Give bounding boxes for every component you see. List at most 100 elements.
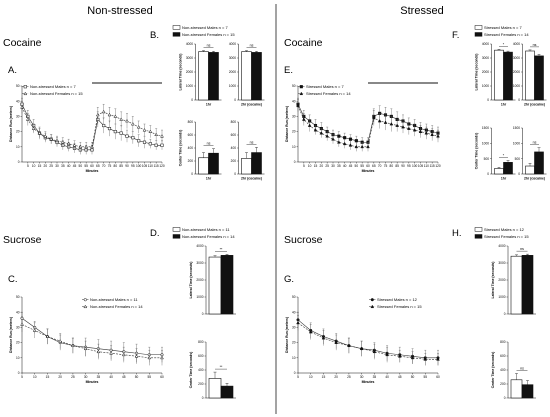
legend-g-female: Stressed Females n = 15	[377, 304, 422, 309]
panel-letter-d: D.	[150, 228, 160, 239]
bar-chart-F-top: 0 1000 2000 3000 4000 Lateral Time (seconds) *…	[474, 25, 547, 107]
significance-label: ns	[533, 43, 537, 47]
data-point	[348, 137, 353, 141]
panel-letter-a: A.	[8, 65, 17, 76]
data-point	[71, 343, 75, 347]
x-tick-label: 60	[160, 375, 164, 379]
bar-male	[241, 51, 252, 101]
x-tick-label: 60	[90, 164, 94, 168]
x-tick-label: 50	[135, 375, 139, 379]
data-point	[359, 346, 364, 351]
legend-swatch	[474, 32, 483, 37]
x-tick-label: 35	[97, 375, 101, 379]
legend-c-female: Non-stressed Females n = 14	[90, 304, 143, 309]
y-tick-label: 0	[518, 98, 520, 102]
y-tick-label: 30	[292, 115, 296, 119]
data-point	[113, 130, 117, 134]
y-tick-label: 30	[16, 115, 20, 119]
legend-f-male: Stressed Males n = 7	[484, 25, 522, 30]
series-line	[297, 104, 439, 143]
series-line	[297, 319, 438, 359]
x-tick-label: 105	[142, 164, 148, 168]
bar-male	[494, 168, 504, 175]
y-tick-label: 10	[16, 356, 20, 360]
data-point	[142, 128, 147, 132]
x-tick-label: 25	[325, 164, 329, 168]
x-tick-label: 20	[320, 164, 324, 168]
drug-title-ns-sucrose: Sucrose	[3, 234, 42, 246]
legend-h-female: Stressed Females n = 15	[484, 234, 529, 239]
y-tick-label: 50	[292, 84, 296, 88]
panel-letter-c: C.	[8, 274, 18, 285]
x-category-label: 1hr	[206, 103, 212, 107]
y-tick-label: 3000	[482, 56, 489, 60]
y-axis-label: Distance Run (meters)	[285, 317, 289, 353]
data-point	[307, 123, 312, 127]
x-tick-label: 55	[423, 375, 427, 379]
bar-female	[521, 384, 534, 399]
data-point	[45, 334, 50, 338]
y-tick-label: 20	[16, 130, 20, 134]
y-tick-label: 800	[188, 120, 194, 124]
x-tick-label: 65	[372, 164, 376, 168]
data-point	[360, 144, 365, 149]
bar-female	[251, 152, 262, 175]
data-point	[66, 141, 71, 146]
legend-marker	[299, 85, 303, 89]
data-point	[406, 126, 411, 130]
series-line	[297, 322, 438, 360]
x-tick-label: 5	[297, 375, 299, 379]
data-point	[410, 355, 415, 360]
x-tick-label: 10	[308, 164, 312, 168]
data-point	[372, 349, 377, 354]
legend-marker	[299, 91, 304, 96]
x-tick-label: 40	[109, 375, 113, 379]
significance-label: ns	[207, 142, 211, 146]
y-tick-label: 40	[292, 310, 296, 314]
data-point	[102, 123, 106, 128]
x-tick-label: 40	[67, 164, 71, 168]
y-tick-label: 800	[231, 120, 237, 124]
bar-female	[251, 52, 262, 101]
x-category-label: 2hr (cocaine)	[241, 103, 262, 107]
y-tick-label: 30	[16, 326, 20, 330]
legend-h-male: Stressed Males n = 12	[484, 227, 525, 232]
y-tick-label: 2000	[498, 278, 505, 282]
bar-male	[525, 165, 535, 175]
y-tick-label: 0	[202, 312, 204, 316]
significance-label: *	[503, 154, 505, 158]
bar-chart-D-bottom: 0 200 400 600 800 Center Time (seconds) **	[189, 340, 236, 400]
x-tick-label: 15	[38, 164, 42, 168]
legend-d-male: Non-stressed Males n = 11	[182, 227, 230, 232]
data-point	[101, 109, 106, 114]
legend-marker	[370, 298, 374, 302]
data-point	[31, 126, 36, 130]
x-tick-label: 110	[148, 164, 153, 168]
bar-male	[208, 256, 222, 315]
data-point	[385, 352, 389, 357]
data-point	[84, 144, 89, 149]
data-point	[148, 129, 153, 133]
bar-male	[525, 50, 535, 101]
x-tick-label: 45	[398, 375, 402, 379]
x-tick-label: 115	[154, 164, 159, 168]
data-point	[377, 118, 382, 123]
data-point	[96, 349, 101, 354]
data-point	[55, 138, 59, 143]
x-tick-label: 110	[424, 164, 429, 168]
data-point	[20, 105, 24, 109]
series-male	[296, 97, 440, 147]
legend-swatch	[172, 234, 181, 239]
series-female	[296, 99, 440, 152]
y-tick-label: 4000	[513, 42, 520, 46]
series-male	[296, 312, 440, 366]
header-stressed: Stressed	[400, 5, 443, 17]
x-tick-label: 15	[314, 164, 318, 168]
x-tick-label: 30	[331, 164, 335, 168]
series-female	[20, 316, 164, 366]
series-line	[21, 107, 163, 148]
y-tick-label: 20	[292, 341, 296, 345]
